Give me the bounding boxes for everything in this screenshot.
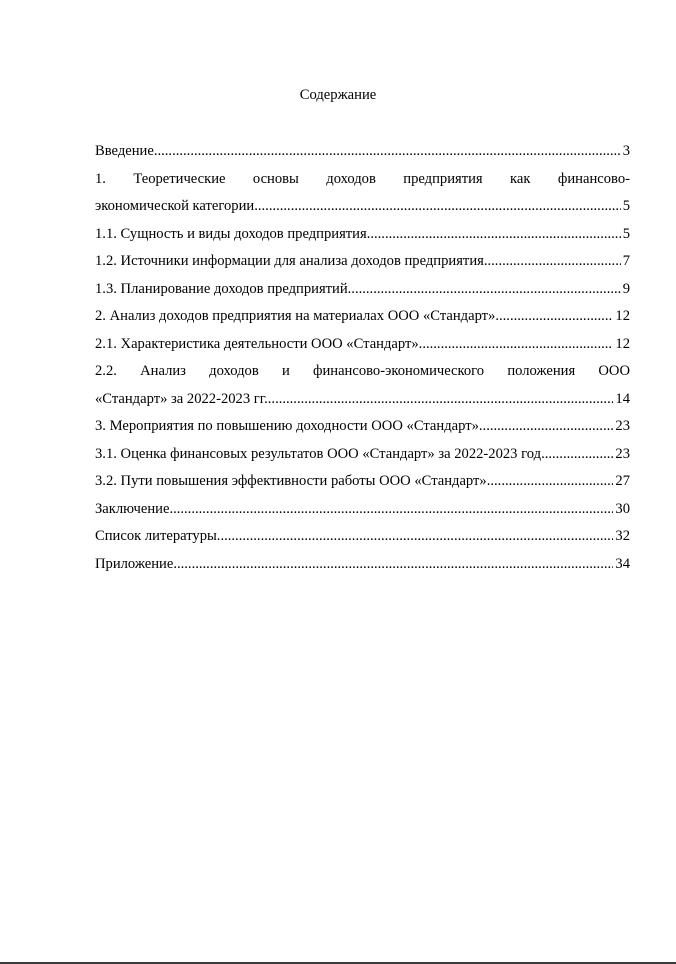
toc-entry-title: Приложение xyxy=(95,555,174,572)
toc-entry-title: «Стандарт» за 2022-2023 гг. xyxy=(95,390,268,407)
dot-leader xyxy=(217,526,614,546)
toc-entry[interactable]: 3.1. Оценка финансовых результатов ООО «… xyxy=(95,444,630,472)
dot-leader xyxy=(254,196,620,216)
toc-entry-page: 3 xyxy=(622,143,630,159)
toc-entry-page: 5 xyxy=(622,198,630,214)
page-bottom-border xyxy=(0,962,676,964)
toc-entry-page: 27 xyxy=(615,473,630,489)
toc-entry-page: 5 xyxy=(622,225,630,242)
dot-leader xyxy=(367,224,621,244)
toc-entry-title-line1: 1. Теоретические основы доходов предприя… xyxy=(95,170,630,187)
toc-entry[interactable]: Список литературы 32 xyxy=(95,526,630,554)
toc-entry-page: 34 xyxy=(615,555,630,572)
toc-entry[interactable]: 1. Теоретические основы доходов предприя… xyxy=(95,169,630,224)
toc-entry-title: 3. Мероприятия по повышению доходности О… xyxy=(95,418,479,434)
toc-entry[interactable]: 2. Анализ доходов предприятия на материа… xyxy=(95,306,630,334)
toc-entry-title: 1.1. Сущность и виды доходов предприятия xyxy=(95,225,367,242)
dot-leader xyxy=(419,334,614,354)
toc-entry[interactable]: 1.1. Сущность и виды доходов предприятия… xyxy=(95,224,630,252)
toc-entry-title: 3.2. Пути повышения эффективности работы… xyxy=(95,473,487,489)
dot-leader xyxy=(268,389,614,409)
toc-entry[interactable]: Введение 3 xyxy=(95,141,630,169)
toc-entry-page: 12 xyxy=(615,308,630,324)
toc-entry[interactable]: Заключение 30 xyxy=(95,499,630,527)
dot-leader xyxy=(169,499,613,519)
toc-entry-title: экономической категории xyxy=(95,198,255,214)
dot-leader xyxy=(154,141,621,161)
dot-leader xyxy=(541,444,613,464)
toc-entry-page: 30 xyxy=(615,500,630,517)
toc-entry-title: 1.3. Планирование доходов предприятий xyxy=(95,280,348,297)
toc-entry-title: 2. Анализ доходов предприятия на материа… xyxy=(95,308,496,324)
toc-entry-page: 23 xyxy=(615,418,630,434)
toc-entry-title: 3.1. Оценка финансовых результатов ООО «… xyxy=(95,445,542,462)
toc-entry-page: 14 xyxy=(615,390,630,407)
toc-entry[interactable]: 2.2. Анализ доходов и финансово-экономич… xyxy=(95,361,630,416)
toc-entry-title: Введение xyxy=(95,143,154,159)
dot-leader xyxy=(487,471,614,491)
dot-leader xyxy=(479,416,614,436)
toc-entry[interactable]: Приложение 34 xyxy=(95,554,630,582)
dot-leader xyxy=(348,279,621,299)
toc-entry-page: 32 xyxy=(615,528,630,544)
toc-entry-title-line1: 2.2. Анализ доходов и финансово-экономич… xyxy=(95,363,630,379)
toc-entry[interactable]: 2.1. Характеристика деятельности ООО «Ст… xyxy=(95,334,630,362)
toc-entry[interactable]: 1.2. Источники информации для анализа до… xyxy=(95,251,630,279)
toc-entry-title: 1.2. Источники информации для анализа до… xyxy=(95,253,484,269)
toc-entry-page: 7 xyxy=(622,253,630,269)
toc-entry[interactable]: 3. Мероприятия по повышению доходности О… xyxy=(95,416,630,444)
toc-entry-page: 9 xyxy=(622,280,630,297)
page-title: Содержание xyxy=(299,87,377,103)
dot-leader xyxy=(173,554,613,574)
toc-entry-title: Заключение xyxy=(95,500,170,517)
toc-entry-title: 2.1. Характеристика деятельности ООО «Ст… xyxy=(95,335,419,352)
toc-entry[interactable]: 1.3. Планирование доходов предприятий 9 xyxy=(95,279,630,307)
table-of-contents: Введение 3 1. Теоретические основы доходов… xyxy=(95,141,630,581)
toc-entry-page: 23 xyxy=(615,445,630,462)
dot-leader xyxy=(484,251,621,271)
toc-entry-page: 12 xyxy=(615,335,630,352)
toc-entry-title: Список литературы xyxy=(95,528,217,544)
toc-entry[interactable]: 3.2. Пути повышения эффективности работы… xyxy=(95,471,630,499)
dot-leader xyxy=(495,306,613,326)
